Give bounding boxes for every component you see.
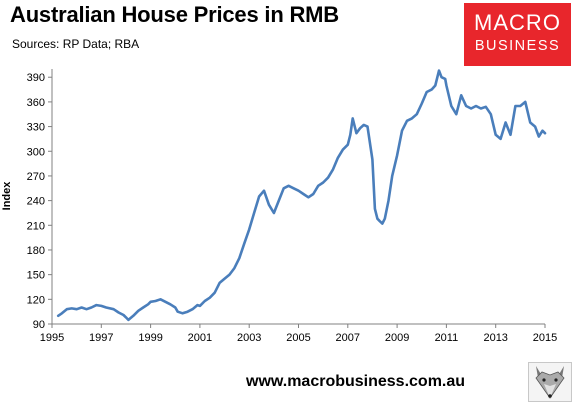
macrobusiness-logo: MACRO BUSINESS [464, 3, 571, 66]
chart-title: Australian House Prices in RMB [10, 2, 339, 27]
x-tick-label: 2009 [385, 332, 409, 344]
x-tick-label: 1995 [40, 332, 64, 344]
y-axis-label: Index [1, 181, 13, 211]
logo-line-2: BUSINESS [474, 38, 561, 54]
series-line [56, 69, 547, 322]
x-tick-label: 1999 [138, 332, 162, 344]
y-axis-ticks: 90 120 150 180 210 240 270 300 330 360 390 [27, 72, 52, 331]
fox-head-icon [528, 362, 572, 402]
x-tick-label: 2005 [286, 332, 310, 344]
y-tick-label: 180 [27, 245, 45, 257]
y-tick-label: 270 [27, 171, 45, 183]
x-tick-label: 1997 [89, 332, 113, 344]
y-tick-label: 360 [27, 97, 45, 109]
y-tick-label: 210 [27, 220, 45, 232]
x-tick-label: 2011 [435, 332, 459, 344]
y-tick-label: 390 [27, 72, 45, 84]
y-tick-label: 300 [27, 146, 45, 158]
x-tick-label: 2015 [533, 332, 557, 344]
x-tick-label: 2001 [188, 332, 212, 344]
x-tick-label: 2007 [336, 332, 360, 344]
y-tick-label: 330 [27, 122, 45, 134]
series-group [56, 69, 547, 322]
chart-subtitle: Sources: RP Data; RBA [12, 37, 140, 51]
y-tick-label: 120 [27, 294, 45, 306]
logo-line-1: MACRO [474, 10, 561, 35]
footer-website-url[interactable]: www.macrobusiness.com.au [246, 373, 466, 390]
y-tick-label: 150 [27, 270, 45, 282]
y-tick-label: 90 [33, 319, 45, 331]
x-tick-label: 2013 [483, 332, 507, 344]
x-tick-label: 2003 [237, 332, 261, 344]
y-tick-label: 240 [27, 196, 45, 208]
x-axis-ticks: 1995 1997 1999 2001 2003 2005 2007 2009 2011 2013… [40, 324, 557, 344]
